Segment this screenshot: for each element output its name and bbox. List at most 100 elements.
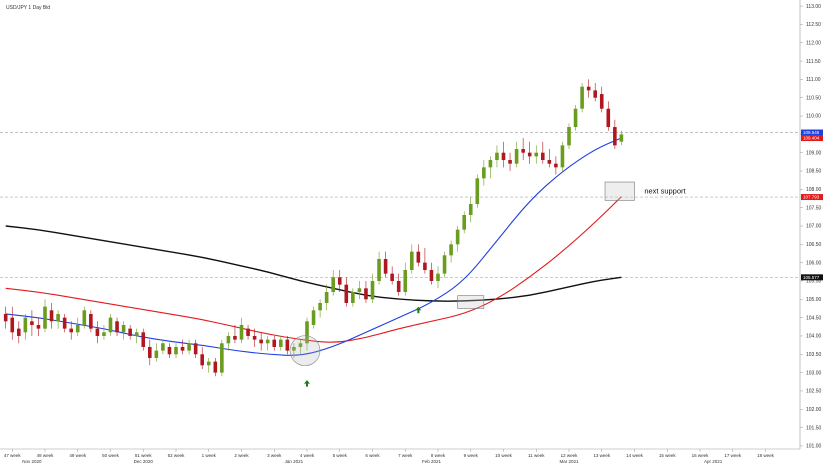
candle-body [390,273,394,281]
candle-body [180,346,185,351]
x-week-label: 14 week [626,453,644,458]
candle-body [619,134,624,142]
candle [180,339,185,355]
y-tick-label: 106.00 [806,260,822,266]
up-arrow-icon [304,380,310,387]
candle-body [527,152,532,157]
candle [318,299,322,318]
candle-body [586,86,591,91]
candle-body [462,215,466,230]
x-week-label: 7 week [398,453,413,458]
candle [403,262,408,296]
candle-body [475,178,480,205]
candle [396,273,401,296]
price-tag [801,274,823,281]
x-week-label: 47 week [4,453,22,458]
candle-body [292,346,296,351]
candle [573,105,578,131]
candle [488,156,493,179]
candle-body [305,321,309,344]
candle-body [30,321,34,325]
candle [482,160,486,186]
x-week-label: 52 week [168,453,186,458]
price-tag-label: 109.404 [803,136,820,141]
x-week-label: 6 week [365,453,380,458]
candle [62,313,67,333]
candle-body [534,152,539,157]
reference-lines [0,132,800,278]
candle [324,284,329,311]
y-tick-label: 104.50 [806,315,822,321]
candle-body [298,343,303,347]
candle [23,313,28,340]
candle-body [482,167,486,179]
candle [468,196,473,223]
candle [193,339,198,358]
candle-body [396,280,401,292]
price-tag [801,194,823,201]
candle [305,317,309,351]
candle-body [416,251,421,263]
highlight-box [604,181,635,201]
candle-body [560,145,565,168]
candle [141,328,146,351]
candle [377,251,381,285]
candle [547,149,552,168]
candle-body [580,86,584,109]
candle [298,339,303,355]
x-week-label: 50 week [102,453,120,458]
y-axis-ticks: 101.00 101.50 102.00 102.50 103.00 103.50 104.… [800,4,822,450]
candle [423,247,427,274]
candle-body [364,288,368,300]
highlight-box [457,295,485,309]
candle-body [187,343,191,351]
candle-body [351,291,355,303]
x-week-label: 1 week [202,453,217,458]
x-week-label: 4 week [300,453,315,458]
candle [161,339,165,355]
y-tick-label: 105.50 [806,279,822,285]
candle [429,262,434,285]
candle [351,288,355,307]
candle [226,332,231,351]
candle-body [141,332,146,347]
candle [154,343,159,362]
candle [213,357,218,377]
candle [554,156,558,175]
x-week-label: 2 week [234,453,249,458]
candle [56,310,60,329]
x-week-label: 17 week [724,453,742,458]
candle [475,174,480,208]
candle-body [403,269,408,292]
candle [246,324,250,340]
candle-body [547,160,552,164]
candle [200,346,204,369]
candle [108,313,113,336]
candle-body [239,324,244,340]
candle [586,79,591,98]
candle [344,277,349,307]
candle-body [455,229,460,245]
candle-body [69,328,73,333]
candle-body [121,324,126,333]
x-week-label: 9 week [464,453,479,458]
candle [17,321,21,344]
highlight-circle [289,335,321,366]
price-tag-label: 109.545 [803,130,820,135]
price-tag [801,135,823,142]
candle [102,324,106,340]
candle-body [174,346,178,355]
x-week-label: 49 week [69,453,87,458]
candle-body [82,310,87,325]
candle [10,306,15,340]
candle-body [154,350,159,358]
candle [462,211,466,234]
candle-body [495,152,499,161]
candle [121,321,126,340]
candle [89,310,93,333]
y-tick-label: 111.00 [806,77,821,83]
candle-body [36,324,41,329]
candle [449,240,453,263]
candle [593,83,597,102]
